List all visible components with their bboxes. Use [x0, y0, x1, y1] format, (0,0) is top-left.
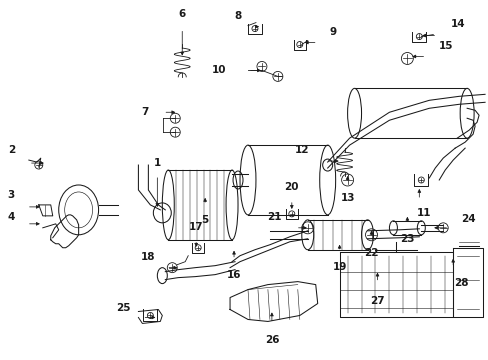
Text: 9: 9	[329, 27, 336, 37]
Text: 19: 19	[332, 262, 346, 272]
Text: 3: 3	[8, 190, 15, 200]
Text: 1: 1	[153, 158, 161, 168]
Text: 5: 5	[201, 215, 208, 225]
Text: 13: 13	[340, 193, 354, 203]
Text: 26: 26	[264, 336, 279, 345]
Text: 7: 7	[141, 107, 148, 117]
Text: 14: 14	[450, 19, 465, 28]
Text: 16: 16	[226, 270, 241, 280]
Text: 24: 24	[460, 214, 475, 224]
Text: 8: 8	[234, 10, 242, 21]
Text: 11: 11	[416, 208, 431, 218]
Text: 2: 2	[8, 145, 15, 155]
Text: 25: 25	[116, 303, 130, 314]
Text: 12: 12	[295, 145, 309, 155]
Text: 20: 20	[284, 182, 299, 192]
Text: 27: 27	[369, 296, 384, 306]
Text: 23: 23	[399, 234, 414, 244]
Text: 17: 17	[188, 222, 203, 232]
Text: 21: 21	[267, 212, 281, 222]
Text: 6: 6	[178, 9, 185, 19]
Text: 10: 10	[211, 66, 225, 76]
Text: 28: 28	[453, 278, 468, 288]
Text: 15: 15	[438, 41, 453, 50]
Text: 4: 4	[7, 212, 15, 222]
Text: 22: 22	[364, 248, 378, 258]
Text: 18: 18	[141, 252, 155, 262]
